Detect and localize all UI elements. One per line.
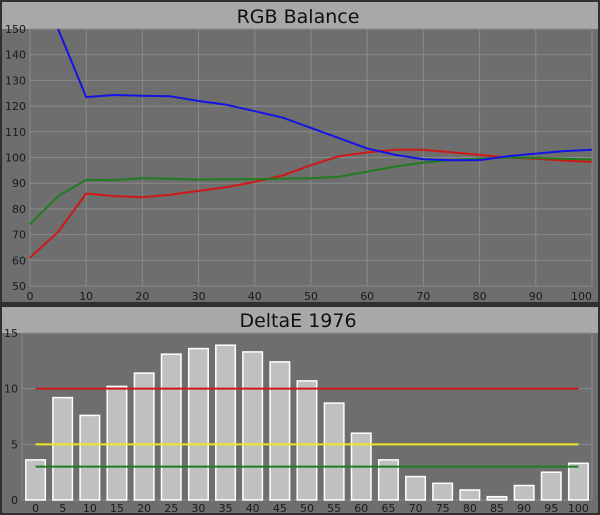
deltae-y-tick-label: 15	[4, 327, 18, 340]
rgb-x-tick-label: 80	[473, 290, 487, 303]
deltae-bar	[377, 459, 399, 501]
deltae-bar	[567, 462, 589, 501]
deltae-x-tick-label: 65	[381, 502, 395, 515]
blue-series-line	[57, 28, 593, 162]
deltae-y-ticks: 0 5 10 15	[4, 327, 18, 507]
deltae-bar	[323, 402, 345, 501]
rgb-x-tick-label: 0	[27, 290, 34, 303]
deltae-bar	[296, 380, 318, 501]
deltae-x-tick-label: 10	[83, 502, 97, 515]
deltae-bar	[187, 347, 209, 501]
deltae-bar	[25, 459, 47, 501]
rgb-balance-y-ticks: 50 60 70 80 90 100 110 120 130 140 150	[5, 23, 26, 293]
rgb-y-tick-label: 70	[12, 229, 26, 242]
rgb-x-tick-label: 60	[360, 290, 374, 303]
deltae-panel: DeltaE 1976 0 5 10 15 0 5 10 15 20 25 30 35 40 45 50 5…	[2, 307, 598, 515]
deltae-title-bar	[2, 307, 598, 333]
deltae-x-tick-label: 20	[137, 502, 151, 515]
deltae-x-tick-label: 35	[219, 502, 233, 515]
rgb-y-tick-label: 100	[5, 152, 26, 165]
rgb-y-tick-label: 80	[12, 203, 26, 216]
deltae-x-tick-label: 0	[32, 502, 39, 515]
deltae-x-tick-label: 50	[300, 502, 314, 515]
deltae-bar	[459, 489, 481, 501]
rgb-x-tick-label: 20	[135, 290, 149, 303]
deltae-x-tick-label: 75	[436, 502, 450, 515]
deltae-x-tick-label: 90	[517, 502, 531, 515]
deltae-x-tick-label: 55	[327, 502, 341, 515]
rgb-balance-panel: RGB Balance 5060708090100110120130140150…	[2, 2, 598, 303]
deltae-y-tick-label: 10	[4, 383, 18, 396]
rgb-plot-border	[29, 28, 593, 287]
rgb-x-tick-label: 10	[79, 290, 93, 303]
deltae-x-tick-label: 40	[246, 502, 260, 515]
rgb-y-tick-label: 60	[12, 254, 26, 267]
deltae-bar	[242, 351, 264, 501]
rgb-balance-title: RGB Balance	[237, 6, 360, 28]
rgb-x-tick-label: 40	[248, 290, 262, 303]
deltae-bar	[269, 361, 291, 501]
rgb-balance-title-bar	[2, 2, 598, 29]
deltae-y-tick-label: 5	[11, 438, 18, 451]
rgb-y-tick-label: 150	[5, 23, 26, 36]
deltae-x-tick-label: 100	[568, 502, 589, 515]
deltae-bar	[486, 495, 508, 501]
rgb-y-tick-label: 90	[12, 177, 26, 190]
deltae-reference-lines	[35, 387, 579, 468]
rgb-x-tick-label: 50	[304, 290, 318, 303]
rgb-y-tick-label: 140	[5, 49, 26, 62]
deltae-y-tick-label: 0	[11, 494, 18, 507]
deltae-bar	[405, 475, 427, 501]
rgb-y-tick-label: 50	[12, 280, 26, 293]
rgb-x-tick-label: 30	[192, 290, 206, 303]
rgb-y-tick-label: 120	[5, 100, 26, 113]
deltae-bar	[52, 396, 74, 501]
deltae-x-tick-label: 45	[273, 502, 287, 515]
deltae-bar	[160, 353, 182, 501]
deltae-bar	[215, 344, 237, 501]
rgb-y-tick-label: 130	[5, 74, 26, 87]
deltae-x-tick-label: 85	[490, 502, 504, 515]
rgb-balance-lines	[29, 28, 593, 259]
rgb-balance-grid	[29, 28, 593, 287]
deltae-x-tick-label: 80	[463, 502, 477, 515]
deltae-x-tick-label: 70	[409, 502, 423, 515]
deltae-bar	[133, 372, 155, 501]
rgb-x-tick-label: 90	[529, 290, 543, 303]
rgb-balance-panel-bg	[2, 2, 598, 302]
rgb-balance-x-ticks: 0 10 20 30 40 50 60 70 80 90 100	[27, 290, 593, 303]
deltae-x-tick-label: 15	[110, 502, 124, 515]
deltae-x-tick-label: 60	[354, 502, 368, 515]
deltae-bar	[540, 471, 562, 501]
deltae-bar	[513, 484, 535, 501]
deltae-title: DeltaE 1976	[239, 310, 356, 332]
deltae-x-ticks: 0 5 10 15 20 25 30 35 40 45 50 55 60 65 70 75 80 85 90 95 10…	[32, 502, 589, 515]
deltae-x-tick-label: 95	[544, 502, 558, 515]
rgb-x-tick-label: 100	[571, 290, 592, 303]
deltae-x-tick-label: 5	[59, 502, 66, 515]
deltae-x-tick-label: 30	[191, 502, 205, 515]
deltae-bar	[432, 482, 454, 501]
rgb-x-tick-label: 70	[416, 290, 430, 303]
deltae-bar	[106, 385, 128, 501]
deltae-bar	[79, 414, 101, 501]
rgb-y-tick-label: 110	[5, 126, 26, 139]
deltae-x-tick-label: 25	[164, 502, 178, 515]
